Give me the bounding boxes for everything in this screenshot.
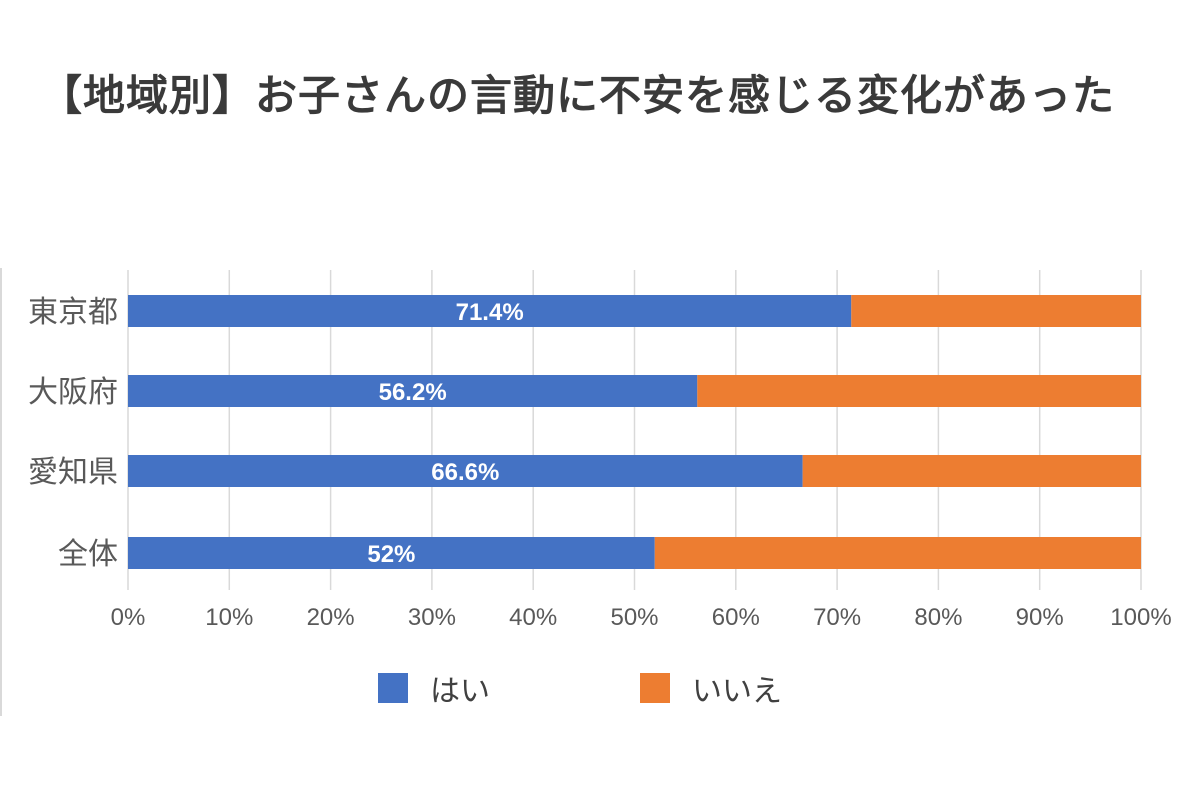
x-tick-label: 100%	[1110, 604, 1171, 631]
x-tick-label: 30%	[408, 604, 456, 631]
chart-title: 【地域別】お子さんの言動に不安を感じる変化があった	[40, 71, 1116, 120]
data-label: 66.6%	[431, 459, 499, 486]
legend-label-yes: はい	[430, 674, 490, 709]
bar-no	[697, 375, 1141, 407]
legend-label-no: いいえ	[692, 674, 782, 709]
category-label: 東京都	[28, 295, 118, 330]
legend-item-no: いいえ	[640, 666, 782, 710]
category-label: 全体	[58, 537, 118, 572]
bar-yes	[128, 375, 698, 407]
category-label: 大阪府	[28, 375, 118, 410]
bar-yes	[128, 455, 803, 487]
x-axis-ticks: 0% 10% 20% 30% 40% 50% 60% 70% 80% 90% 100%	[111, 604, 1172, 631]
legend: はい いいえ	[378, 666, 932, 710]
bar-yes	[128, 537, 655, 569]
x-tick-label: 20%	[307, 604, 355, 631]
category-label: 愛知県	[28, 455, 118, 490]
legend-swatch-yes	[378, 673, 408, 703]
x-tick-label: 10%	[205, 604, 253, 631]
legend-item-yes: はい	[378, 666, 490, 710]
bar-no	[802, 455, 1141, 487]
x-tick-label: 50%	[610, 604, 658, 631]
data-label: 56.2%	[379, 379, 447, 406]
x-tick-label: 90%	[1016, 604, 1064, 631]
data-label: 52%	[367, 541, 415, 568]
x-tick-label: 0%	[111, 604, 146, 631]
bars	[128, 295, 1141, 569]
bar-no	[851, 295, 1141, 327]
x-tick-label: 60%	[712, 604, 760, 631]
bar-yes	[128, 295, 852, 327]
x-tick-label: 40%	[509, 604, 557, 631]
legend-swatch-no	[640, 673, 670, 703]
bar-no	[654, 537, 1141, 569]
x-tick-label: 80%	[914, 604, 962, 631]
chart-left-border	[0, 268, 2, 716]
data-label: 71.4%	[456, 299, 524, 326]
data-labels: 71.4% 56.2% 66.6% 52%	[367, 299, 523, 568]
x-tick-label: 70%	[813, 604, 861, 631]
